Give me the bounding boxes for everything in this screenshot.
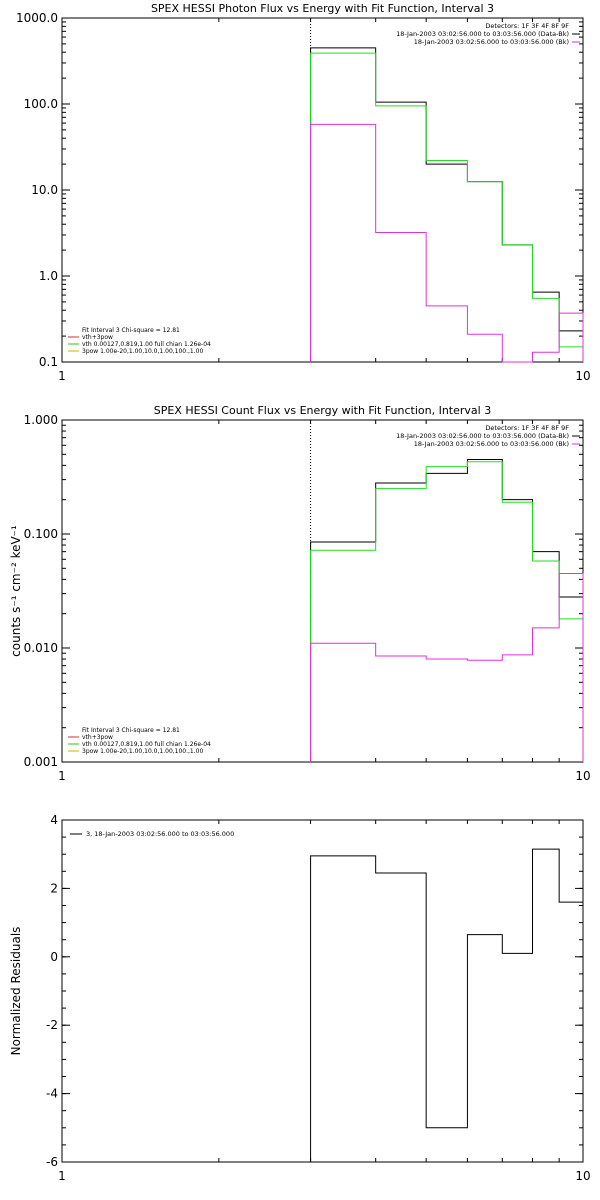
info-left-line: 3pow 1.00e-20,1.00,10.0,1.00,100.,1.00 [82, 348, 203, 355]
info-right-line: 18-Jan-2003 03:02:56.000 to 03:03:56.000… [396, 30, 569, 38]
y-axis-label: Normalized Residuals [9, 927, 23, 1056]
residuals-panel: 1 10 -6 -4 -2 0 2 4 Normalized Residuals 3, 18-Ja… [9, 813, 591, 1183]
info-right-line: Detectors: 1F 3F 4F 8F 9F [485, 424, 569, 432]
y-tick-label: 0 [50, 950, 58, 964]
series-histogram-0 [310, 459, 584, 762]
info-left-line: Fit Interval 3 Chi-square = 12.81 [82, 727, 180, 734]
info-left-line: vth 0.00127,0.819,1.00 full chian 1.26e-… [82, 341, 211, 348]
photon-flux-panel: SPEX HESSI Photon Flux vs Energy with Fi… [16, 2, 591, 383]
info-right-line: Detectors: 1F 3F 4F 8F 9F [485, 22, 569, 30]
y-tick-label: 0.001 [24, 755, 58, 769]
info-left-line: vth 0.00127,0.819,1.00 full chian 1.26e-… [82, 741, 211, 748]
x-tick-label: 10 [575, 1169, 590, 1183]
y-tick-label: 4 [50, 813, 58, 827]
y-tick-label: -6 [46, 1155, 58, 1169]
plot-frame [61, 419, 584, 763]
y-tick-label: 0.010 [24, 641, 58, 655]
info-right-line: 18-Jan-2003 03:02:56.000 to 03:03:56.000… [414, 440, 569, 448]
series-histogram-2 [310, 573, 584, 762]
series-histogram-1 [310, 52, 584, 362]
y-tick-label: -4 [46, 1087, 58, 1101]
y-tick-label: 0.1 [39, 355, 58, 369]
x-tick-label: 10 [575, 369, 590, 383]
y-tick-label: 1.000 [24, 413, 58, 427]
plot-frame [61, 819, 584, 1163]
series-histogram-1 [310, 461, 584, 762]
x-tick-label: 10 [575, 769, 590, 783]
chart-title: SPEX HESSI Photon Flux vs Energy with Fi… [151, 2, 494, 15]
chart-title: SPEX HESSI Count Flux vs Energy with Fit… [154, 404, 491, 417]
series-histogram-2 [310, 123, 584, 363]
series-histogram-0 [310, 848, 584, 1162]
info-left-line: vth+3pow [82, 334, 113, 341]
y-tick-label: 10.0 [31, 183, 58, 197]
y-tick-label: 1.0 [39, 269, 58, 283]
info-right-line: 18-Jan-2003 03:02:56.000 to 03:03:56.000… [414, 38, 569, 46]
x-tick-label: 1 [58, 1169, 66, 1183]
y-tick-label: 2 [50, 881, 58, 895]
series-histogram-0 [310, 47, 584, 362]
legend-label: 3, 18-Jan-2003 03:02:56.000 to 03:03:56.… [86, 830, 234, 838]
y-tick-label: 100.0 [24, 97, 58, 111]
info-left-line: Fit Interval 3 Chi-square = 12.81 [82, 327, 180, 334]
y-axis-label: counts s⁻¹ cm⁻² keV⁻¹ [9, 525, 23, 657]
info-left-line: 3pow 1.00e-20,1.00,10.0,1.00,100.,1.00 [82, 748, 203, 755]
x-tick-label: 1 [58, 369, 66, 383]
count-flux-panel: SPEX HESSI Count Flux vs Energy with Fit… [9, 404, 591, 783]
plot-frame [61, 17, 584, 363]
y-tick-label: -2 [46, 1018, 58, 1032]
info-left-line: vth+3pow [82, 734, 113, 741]
x-tick-label: 1 [58, 769, 66, 783]
info-right-line: 18-Jan-2003 03:02:56.000 to 03:03:56.000… [396, 432, 569, 440]
y-tick-label: 1000.0 [16, 11, 58, 25]
y-tick-label: 0.100 [24, 527, 58, 541]
